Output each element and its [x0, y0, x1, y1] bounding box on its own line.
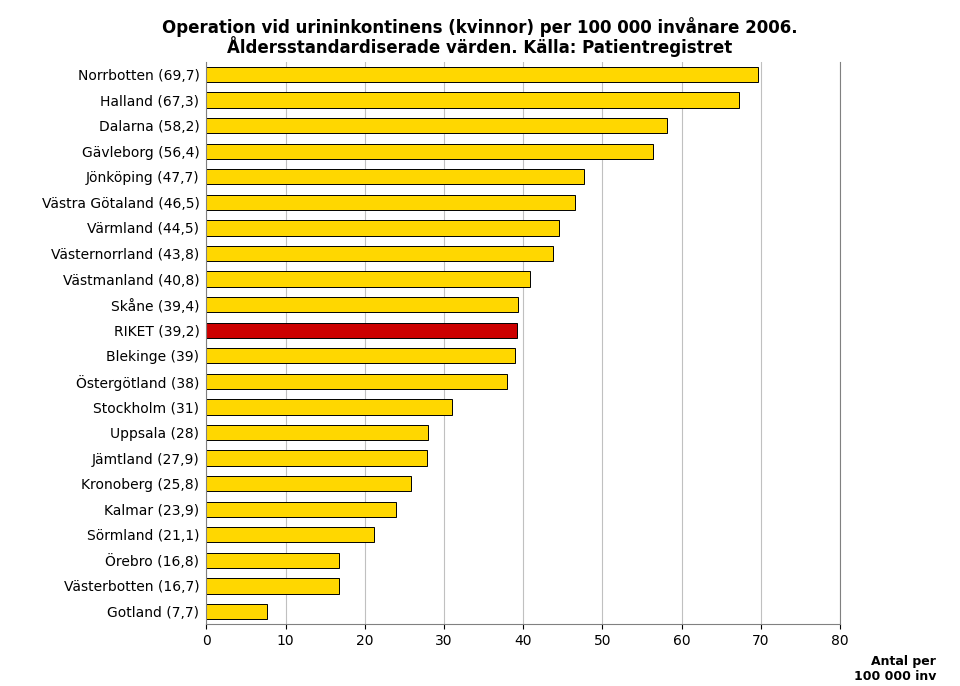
- Bar: [206, 297, 518, 312]
- Bar: [206, 476, 411, 491]
- Bar: [206, 143, 653, 159]
- Bar: [206, 220, 559, 235]
- Bar: [206, 501, 396, 517]
- Bar: [206, 272, 530, 287]
- Bar: [206, 195, 575, 210]
- Bar: [206, 425, 428, 440]
- Bar: [206, 169, 585, 185]
- Text: Antal per
100 000 inv: Antal per 100 000 inv: [853, 655, 936, 683]
- Bar: [206, 118, 667, 133]
- Bar: [206, 322, 516, 338]
- Bar: [206, 348, 516, 364]
- Bar: [206, 246, 553, 261]
- Bar: [206, 374, 507, 389]
- Bar: [206, 553, 340, 568]
- Bar: [206, 67, 758, 82]
- Bar: [206, 451, 427, 466]
- Text: Åldersstandardiserade värden. Källa: Patientregistret: Åldersstandardiserade värden. Källa: Pat…: [228, 36, 732, 57]
- Bar: [206, 604, 268, 619]
- Bar: [206, 578, 339, 593]
- Bar: [206, 93, 739, 108]
- Text: Operation vid urininkontinens (kvinnor) per 100 000 invånare 2006.: Operation vid urininkontinens (kvinnor) …: [162, 17, 798, 37]
- Bar: [206, 399, 452, 414]
- Bar: [206, 527, 373, 543]
